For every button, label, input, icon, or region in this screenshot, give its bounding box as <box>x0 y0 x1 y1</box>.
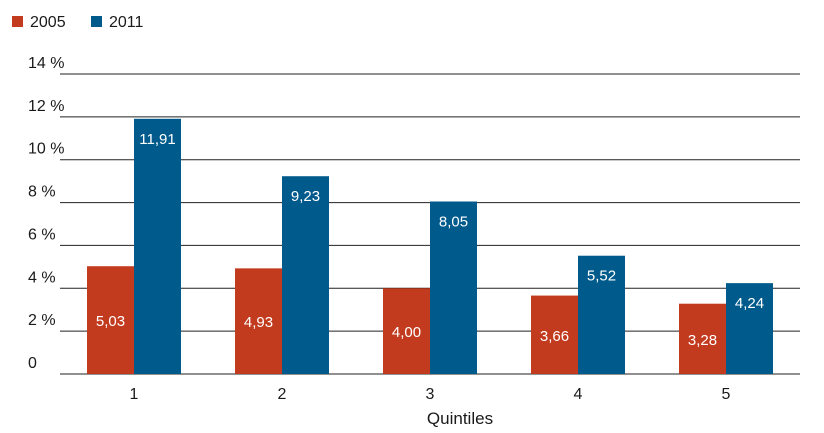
bar-2011-2 <box>282 176 329 374</box>
y-tick-label: 8 % <box>28 184 56 201</box>
y-tick-label: 2 % <box>28 312 56 329</box>
legend-label-2005: 2005 <box>30 14 66 31</box>
legend-label-2011: 2011 <box>109 14 144 31</box>
bar-2011-5 <box>726 283 773 374</box>
bar-2005-2 <box>235 268 282 374</box>
x-tick-label: 3 <box>426 386 435 403</box>
bar-2005-4 <box>531 295 578 374</box>
x-axis-tick-labels: 1 2 3 4 5 <box>130 386 731 403</box>
y-axis-tick-labels: 0 2 % 4 % 6 % 8 % 10 % 12 % 14 % <box>28 55 64 372</box>
bar-value-label: 4,00 <box>392 324 421 341</box>
y-tick-label: 12 % <box>28 98 64 115</box>
y-tick-label: 10 % <box>28 141 64 158</box>
x-axis-title: Quintiles <box>427 409 493 428</box>
bar-value-label: 4,24 <box>735 295 764 312</box>
bar-value-label: 4,93 <box>244 314 273 331</box>
x-tick-label: 1 <box>130 386 139 403</box>
y-tick-label: 6 % <box>28 226 56 243</box>
bar-2011-1 <box>134 118 181 375</box>
legend-swatch-2005 <box>12 16 23 27</box>
y-tick-label: 0 <box>28 355 37 372</box>
y-tick-label: 4 % <box>28 269 56 286</box>
bar-value-label: 3,28 <box>688 332 717 349</box>
y-tick-label: 14 % <box>28 55 64 72</box>
bar-2005-3 <box>383 288 430 374</box>
bar-value-label: 9,23 <box>291 188 320 205</box>
bar-value-label: 11,91 <box>139 131 175 148</box>
legend: 2005 2011 <box>12 14 144 31</box>
legend-swatch-2011 <box>91 16 102 27</box>
bar-2011-4 <box>578 255 625 374</box>
bar-value-label: 5,03 <box>96 313 125 330</box>
bar-value-label: 3,66 <box>540 328 569 345</box>
bar-2005-1 <box>87 266 134 374</box>
bar-value-labels: 5,03 11,91 4,93 9,23 4,00 8,05 3,66 5,52 3,28 4,2… <box>96 131 764 349</box>
x-tick-label: 4 <box>574 386 583 403</box>
x-tick-label: 5 <box>722 386 731 403</box>
x-tick-label: 2 <box>278 386 287 403</box>
bar-value-label: 8,05 <box>439 214 468 231</box>
bar-2005-5 <box>679 303 726 374</box>
bar-2011-3 <box>430 201 477 374</box>
bars <box>87 118 773 375</box>
bar-value-label: 5,52 <box>587 268 616 285</box>
